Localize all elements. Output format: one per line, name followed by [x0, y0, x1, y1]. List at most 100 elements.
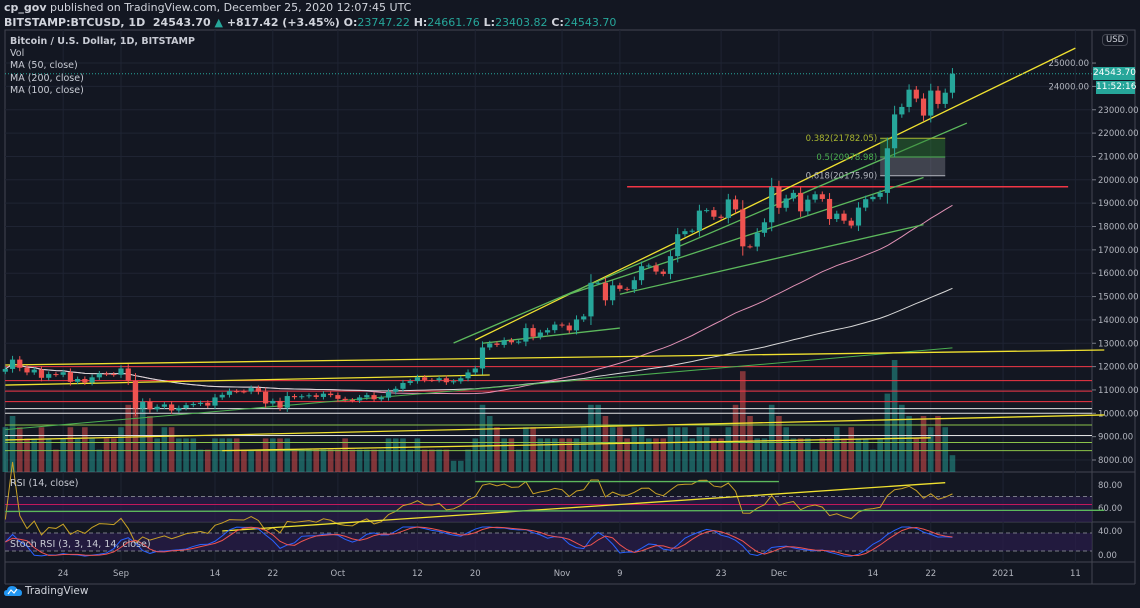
candle: [920, 98, 927, 116]
change: +817.42 (+3.45%): [226, 16, 340, 29]
legend-ma50[interactable]: MA (50, close): [10, 60, 78, 72]
volume-bar: [270, 438, 276, 472]
candle: [154, 406, 160, 410]
volume-bar: [132, 382, 139, 472]
volume-bar: [60, 438, 66, 472]
candle: [928, 90, 934, 116]
candle: [819, 194, 825, 199]
volume-bar: [783, 427, 789, 472]
stoch-d-line: [5, 526, 953, 556]
candle: [205, 402, 211, 406]
trendline: [453, 122, 968, 344]
x-tick-label: 20: [470, 569, 481, 579]
volume-bar: [739, 371, 746, 472]
x-tick-label: 24: [58, 569, 69, 579]
tradingview-logo[interactable]: TradingView: [4, 585, 88, 597]
rsi-trendline: [222, 482, 946, 532]
candle: [696, 210, 702, 231]
volume-bar: [400, 438, 406, 472]
y-tick-label: 25000.00: [1048, 59, 1089, 69]
candle: [537, 332, 543, 337]
candle: [400, 382, 406, 389]
currency-button[interactable]: USD: [1102, 34, 1129, 46]
candle: [17, 359, 23, 368]
published-text: published on TradingView.com, December 2…: [50, 1, 412, 14]
volume-bar: [38, 427, 45, 472]
stoch-k-line: [4, 526, 953, 557]
y-tick-label: 19000.00: [1098, 199, 1139, 209]
x-tick-label: Nov: [554, 569, 571, 579]
volume-bar: [920, 416, 927, 472]
candle: [906, 89, 912, 107]
y-tick-label: 18000.00: [1098, 223, 1139, 233]
x-tick-label: 22: [267, 569, 278, 579]
candle: [277, 400, 283, 408]
legend-vol[interactable]: Vol: [10, 48, 25, 60]
open-label: O:: [343, 16, 358, 29]
candle: [197, 402, 204, 404]
candle: [631, 280, 637, 290]
y-tick-label: 23000.00: [1098, 106, 1139, 116]
candle: [349, 399, 355, 401]
candle: [60, 372, 66, 375]
rsi-label[interactable]: RSI (14, close): [10, 478, 79, 489]
candle: [892, 114, 898, 149]
volume-bar: [472, 438, 479, 472]
volume-bar: [421, 449, 428, 472]
candle: [125, 368, 131, 381]
volume-bar: [429, 449, 435, 472]
candle: [313, 395, 319, 397]
chart-frame: [4, 29, 1136, 563]
candle: [450, 381, 457, 383]
candle: [494, 343, 500, 345]
volume-bar: [711, 438, 717, 472]
volume-bar: [732, 404, 739, 472]
candle: [805, 199, 811, 212]
volume-bar: [479, 404, 486, 472]
legend-series[interactable]: Bitcoin / U.S. Dollar, 1D, BITSTAMP: [10, 36, 195, 47]
candle: [24, 367, 30, 373]
legend-ma100[interactable]: MA (100, close): [10, 84, 84, 96]
candle: [841, 213, 847, 221]
symbol: BITSTAMP:BTCUSD, 1D: [4, 16, 146, 29]
volume-bar: [327, 449, 334, 472]
candle: [732, 199, 739, 210]
last-price-tag: 24543.70: [1093, 67, 1136, 80]
volume-bar: [414, 438, 421, 472]
candle: [161, 404, 167, 407]
high-label: H:: [413, 16, 428, 29]
candle: [769, 186, 775, 223]
candle: [935, 90, 941, 104]
candle: [169, 404, 175, 411]
volume-bar: [465, 449, 471, 472]
candle: [566, 325, 572, 331]
volume-bar: [515, 449, 522, 472]
candle: [2, 368, 8, 372]
y-tick-label: 14000.00: [1098, 316, 1139, 326]
volume-bar: [689, 438, 695, 472]
candle: [255, 388, 261, 392]
candle: [67, 372, 73, 382]
volume-bar: [508, 438, 515, 472]
volume-bar: [407, 449, 413, 472]
volume-bar: [609, 427, 616, 472]
volume-bar: [812, 449, 818, 472]
volume-bar: [342, 438, 348, 472]
rsi-trendline: [5, 509, 1105, 513]
volume-bar: [197, 449, 204, 472]
candle: [140, 401, 146, 409]
trendline: [5, 374, 490, 386]
close-value: 24543.70: [563, 16, 617, 29]
y-tick-label: 15000.00: [1098, 293, 1139, 303]
stoch-rsi-label[interactable]: Stoch RSI (3, 3, 14, 14, close): [10, 539, 151, 550]
volume-bar: [768, 404, 775, 472]
publish-info: cp_gov published on TradingView.com, Dec…: [4, 1, 411, 14]
volume-bar: [855, 438, 862, 472]
candle: [899, 106, 905, 115]
legend-ma200[interactable]: MA (200, close): [10, 72, 84, 84]
candle: [776, 186, 782, 208]
x-tick-label: 12: [412, 569, 423, 579]
volume-bar: [313, 449, 320, 472]
volume-bar: [848, 427, 855, 472]
